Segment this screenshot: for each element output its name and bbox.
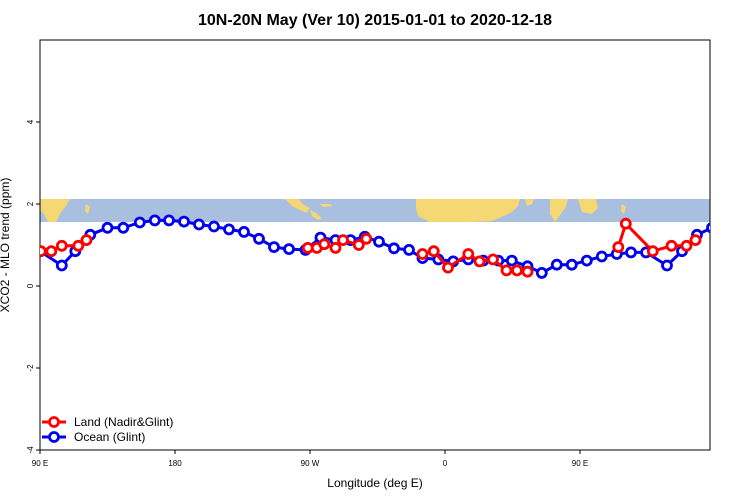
data-point-ocean <box>163 214 175 227</box>
data-point-ocean <box>550 258 563 271</box>
data-point-ocean <box>505 254 518 267</box>
series-layer <box>40 214 747 279</box>
land-mass-africa <box>416 199 520 222</box>
chart-title: 10N-20N May (Ver 10) 2015-01-01 to 2020-… <box>198 12 552 29</box>
y-axis: -4 -2 0 2 4 <box>26 119 40 454</box>
data-point-land <box>680 239 693 252</box>
data-point-ocean <box>283 243 295 256</box>
land-mass-asia <box>40 199 70 222</box>
land-mass-mexico <box>285 199 310 213</box>
land-mass-philippines-east <box>621 204 626 214</box>
data-point-ocean <box>253 232 265 245</box>
y-tick-label: -2 <box>26 364 35 372</box>
data-point-land <box>416 248 429 260</box>
data-point-land <box>55 239 68 252</box>
data-point-ocean <box>625 246 637 259</box>
data-point-ocean <box>388 242 400 255</box>
data-point-land <box>500 264 513 277</box>
data-point-ocean <box>223 223 235 236</box>
y-axis-label: XCO2 - MLO trend (ppm) <box>0 178 12 313</box>
data-point-ocean <box>193 218 205 231</box>
data-point-ocean <box>178 215 190 228</box>
data-point-land <box>473 255 486 268</box>
x-tick-label: 90 E <box>572 459 588 468</box>
data-point-ocean <box>723 223 732 232</box>
data-point-land <box>521 265 534 278</box>
data-point-ocean <box>148 214 161 227</box>
land-mass-arabia <box>525 199 534 206</box>
data-point-ocean <box>55 259 68 272</box>
data-point-ocean <box>117 221 130 234</box>
y-tick-label: 2 <box>26 201 35 206</box>
data-point-land <box>689 234 702 247</box>
legend-entry-ocean: Ocean (Glint) <box>42 430 145 444</box>
data-point-ocean <box>661 259 673 272</box>
series-land <box>40 217 702 278</box>
data-point-ocean <box>268 241 280 254</box>
y-tick-label: -4 <box>26 446 35 454</box>
land-mass-central-america <box>310 210 322 220</box>
map-strip <box>40 199 710 222</box>
data-point-ocean <box>101 221 114 234</box>
x-tick-label: 90 W <box>301 459 320 468</box>
land-mass-indochina <box>578 199 598 214</box>
legend-entry-land: Land (Nadir&Glint) <box>42 415 173 429</box>
data-point-land <box>40 245 47 258</box>
data-point-ocean <box>535 266 548 279</box>
data-point-land <box>427 245 440 258</box>
x-tick-label: 90 E <box>32 459 48 468</box>
data-point-ocean <box>403 243 415 256</box>
data-point-land <box>329 241 342 254</box>
data-point-ocean <box>706 222 710 234</box>
x-tick-label: 0 <box>443 459 448 468</box>
map-strip-ocean <box>40 199 710 222</box>
data-point-ocean <box>133 216 146 229</box>
land-mass-caribbean <box>320 204 333 207</box>
data-point-land <box>462 248 475 260</box>
x-axis: 90 E 180 90 W 0 90 E <box>32 450 588 468</box>
series-ocean <box>40 214 747 279</box>
data-point-land <box>352 239 365 251</box>
data-point-land <box>45 245 58 258</box>
land-mass-india <box>550 199 568 222</box>
data-point-land <box>442 261 454 274</box>
data-point-land <box>318 238 331 251</box>
legend-swatch-marker-ocean <box>48 431 60 443</box>
legend-label-land: Land (Nadir&Glint) <box>74 415 173 429</box>
data-point-land <box>646 245 659 258</box>
data-point-ocean <box>238 225 250 238</box>
plot-frame <box>39 39 711 451</box>
legend-swatch-marker-land <box>48 416 60 428</box>
data-point-land <box>72 239 85 252</box>
y-tick-label: 4 <box>26 119 35 124</box>
data-point-land <box>619 217 632 230</box>
data-point-land <box>612 241 625 254</box>
data-point-land <box>337 234 349 247</box>
data-point-land <box>360 232 373 245</box>
x-tick-label: 180 <box>168 459 182 468</box>
data-point-land <box>511 264 523 277</box>
x-axis-label: Longitude (deg E) <box>327 476 422 490</box>
data-point-ocean <box>738 218 747 227</box>
data-point-ocean <box>208 220 220 233</box>
y-tick-label: 0 <box>26 283 35 288</box>
data-point-land <box>80 234 93 247</box>
legend: Land (Nadir&Glint) Ocean (Glint) <box>42 415 173 444</box>
data-point-ocean <box>373 235 385 248</box>
data-point-land <box>665 239 678 252</box>
data-point-land <box>487 253 499 266</box>
legend-label-ocean: Ocean (Glint) <box>74 430 145 444</box>
data-point-ocean <box>565 258 578 271</box>
land-mass-philippines <box>85 204 90 214</box>
data-point-ocean <box>580 254 593 267</box>
data-point-ocean <box>595 250 608 263</box>
